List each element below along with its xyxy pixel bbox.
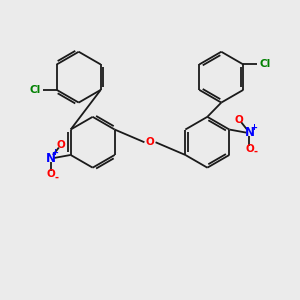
Text: O: O	[234, 115, 243, 124]
Text: N: N	[244, 126, 254, 139]
Text: O: O	[46, 169, 55, 179]
Text: -: -	[54, 172, 58, 182]
Text: -: -	[253, 147, 257, 157]
Text: N: N	[46, 152, 56, 165]
Text: +: +	[51, 148, 58, 157]
Text: Cl: Cl	[260, 59, 271, 70]
Text: +: +	[250, 123, 257, 132]
Text: O: O	[245, 144, 254, 154]
Text: Cl: Cl	[29, 85, 40, 95]
Text: O: O	[57, 140, 66, 150]
Text: O: O	[146, 137, 154, 147]
